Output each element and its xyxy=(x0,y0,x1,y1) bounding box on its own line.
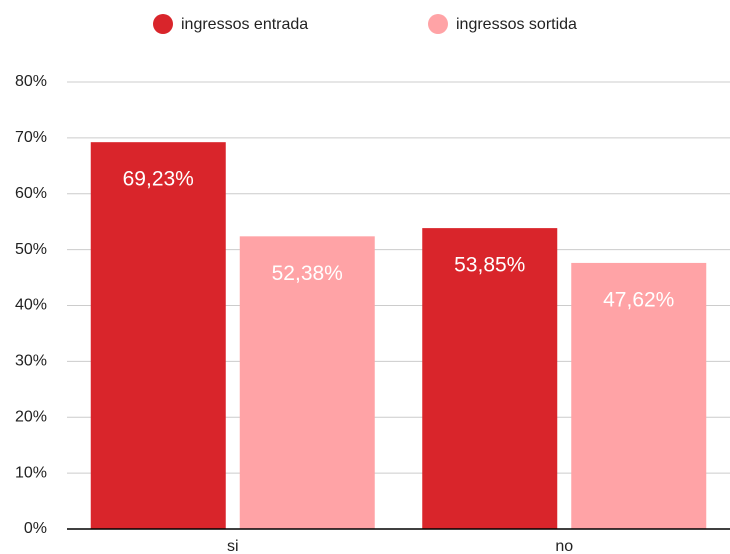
bar xyxy=(422,228,558,529)
legend-marker xyxy=(428,14,448,34)
y-tick-label: 70% xyxy=(15,129,47,146)
value-label: 52,38% xyxy=(272,262,343,285)
y-tick-label: 0% xyxy=(24,520,47,537)
bar xyxy=(571,262,707,529)
y-tick-label: 30% xyxy=(15,353,47,370)
value-label: 53,85% xyxy=(454,254,525,277)
y-tick-label: 50% xyxy=(15,241,47,258)
x-tick-label: no xyxy=(555,538,573,554)
y-tick-label: 40% xyxy=(15,297,47,314)
y-tick-label: 20% xyxy=(15,408,47,425)
bar xyxy=(239,236,375,529)
value-label: 47,62% xyxy=(603,288,674,311)
y-tick-label: 60% xyxy=(15,185,47,202)
y-tick-label: 80% xyxy=(15,73,47,90)
x-tick-label: si xyxy=(227,538,239,554)
legend-label: ingressos entrada xyxy=(181,16,308,33)
y-tick-label: 10% xyxy=(15,464,47,481)
legend-label: ingressos sortida xyxy=(456,16,577,33)
bar xyxy=(90,142,226,529)
value-label: 69,23% xyxy=(123,168,194,191)
legend-marker xyxy=(153,14,173,34)
